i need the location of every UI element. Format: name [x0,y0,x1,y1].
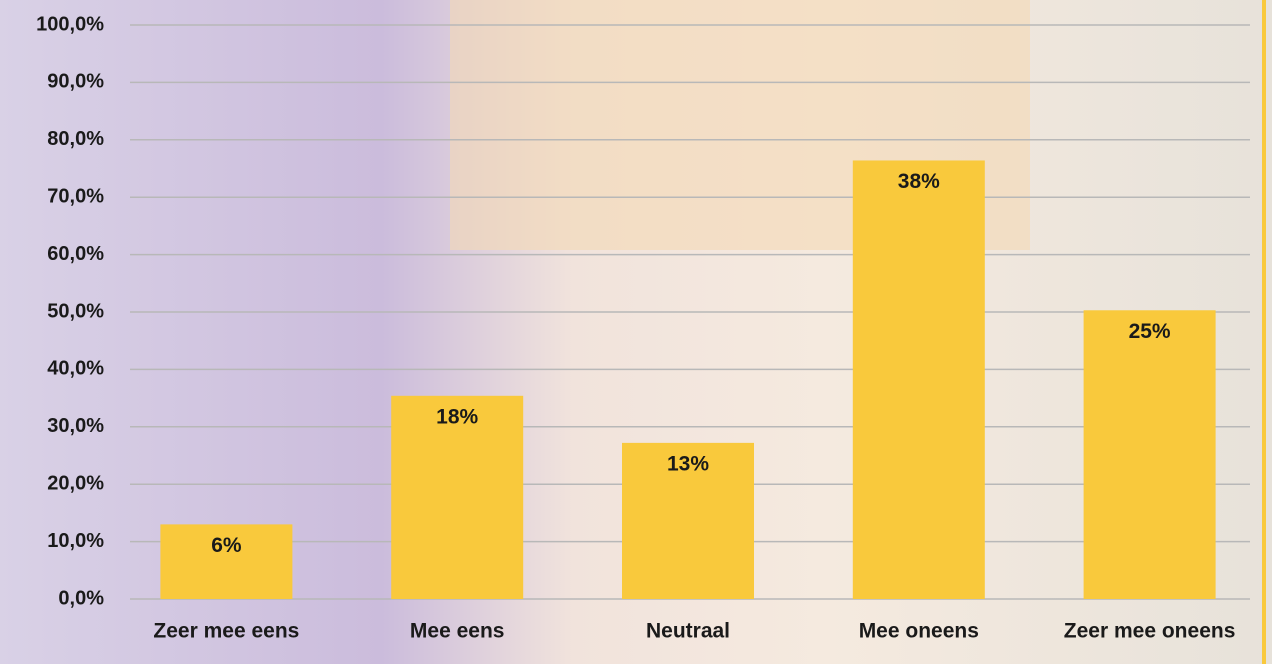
data-label: 6% [211,534,242,557]
data-label: 13% [667,452,709,475]
x-tick-label: Mee oneens [859,620,979,643]
data-label: 18% [436,405,478,428]
y-tick-label: 30,0% [47,415,104,437]
y-tick-label: 80,0% [47,128,104,150]
y-tick-label: 100,0% [36,13,104,35]
x-tick-label: Zeer mee oneens [1064,620,1236,643]
x-tick-label: Mee eens [410,620,505,643]
y-tick-label: 90,0% [47,71,104,93]
y-tick-label: 10,0% [47,530,104,552]
data-label: 25% [1129,320,1171,343]
bar [853,160,985,599]
y-tick-label: 20,0% [47,472,104,494]
bar [1084,310,1216,599]
y-tick-label: 50,0% [47,300,104,322]
chart: 0,0% 10,0% 20,0% 30,0% 40,0% 50,0% 60,0% 70,0% 8… [0,0,1272,664]
y-tick-label: 0,0% [58,587,104,609]
y-tick-label: 60,0% [47,243,104,265]
border [1262,0,1266,664]
x-tick-label: Zeer mee eens [153,620,299,643]
data-label: 38% [898,170,940,193]
y-tick-label: 70,0% [47,185,104,207]
x-tick-label: Neutraal [646,620,730,643]
y-tick-label: 40,0% [47,358,104,380]
